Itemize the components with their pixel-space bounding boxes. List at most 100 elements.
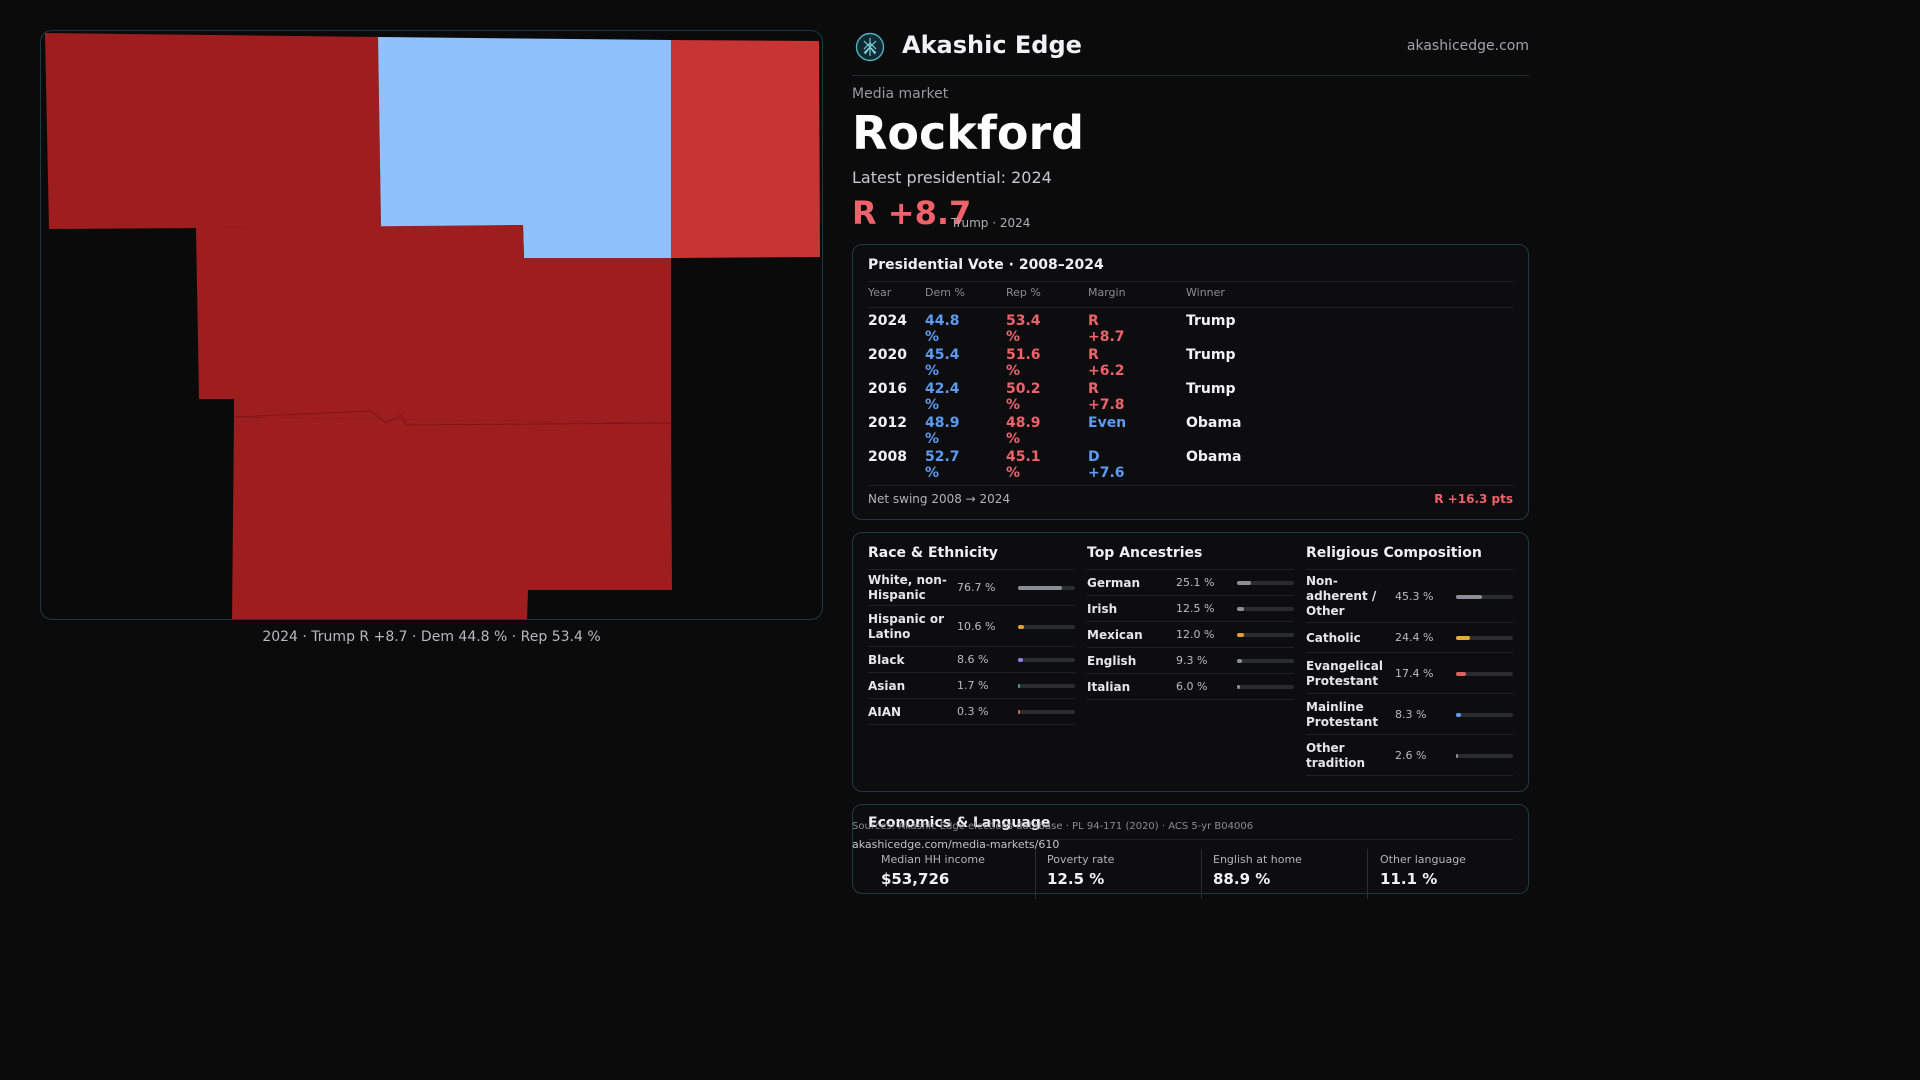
share-bar bbox=[1237, 633, 1294, 637]
col-header-year: Year bbox=[868, 286, 892, 299]
county-northwest[interactable] bbox=[45, 33, 381, 229]
share-bar bbox=[1456, 594, 1513, 599]
item-label: Catholic bbox=[1306, 630, 1361, 645]
share-bar bbox=[1237, 607, 1294, 611]
item-label: Black bbox=[868, 652, 905, 667]
item-label: Mexican bbox=[1087, 627, 1143, 642]
row-dem-pct: 45.4 % bbox=[925, 347, 960, 379]
item-value: 12.5 % bbox=[1176, 602, 1215, 615]
col-header-winner: Winner bbox=[1186, 286, 1225, 299]
item-label: Mainline Protestant bbox=[1306, 699, 1379, 729]
list-item: Other tradition 2.6 % bbox=[1306, 735, 1513, 776]
stat-english-at-home: English at home 88.9 % bbox=[1213, 853, 1365, 888]
list-item: Mexican 12.0 % bbox=[1087, 622, 1294, 648]
list-item: German 25.1 % bbox=[1087, 570, 1294, 596]
row-dem-pct: 48.9 % bbox=[925, 415, 960, 447]
stat-value: $53,726 bbox=[881, 870, 950, 888]
list-item: AIAN 0.3 % bbox=[868, 699, 1075, 725]
row-dem-pct: 44.8 % bbox=[925, 313, 960, 345]
row-margin: R +6.2 bbox=[1088, 347, 1125, 379]
item-value: 12.0 % bbox=[1176, 628, 1215, 641]
stat-other-language: Other language 11.1 % bbox=[1380, 853, 1532, 888]
share-bar-fill bbox=[1456, 712, 1461, 717]
presidential-card-title: Presidential Vote · 2008–2024 bbox=[868, 257, 1104, 273]
share-bar bbox=[1018, 684, 1075, 688]
sources-note: Sources: Akashic Edge elections database… bbox=[852, 821, 1254, 832]
item-value: 25.1 % bbox=[1176, 576, 1215, 589]
row-year: 2016 bbox=[868, 381, 907, 397]
row-year: 2012 bbox=[868, 415, 907, 431]
demographics-card: Race & Ethnicity White, non-Hispanic 76.7… bbox=[852, 532, 1529, 792]
stat-value: 12.5 % bbox=[1047, 870, 1105, 888]
stat-label: English at home bbox=[1213, 853, 1302, 866]
row-rep-pct: 48.9 % bbox=[1006, 415, 1041, 447]
share-bar-fill bbox=[1237, 581, 1252, 585]
col-header-rep: Rep % bbox=[1006, 286, 1041, 299]
share-bar bbox=[1018, 624, 1075, 629]
item-value: 10.6 % bbox=[957, 619, 996, 633]
item-label: Italian bbox=[1087, 679, 1131, 694]
tree-of-life-icon[interactable] bbox=[855, 32, 885, 62]
presidential-vote-card: Presidential Vote · 2008–2024 Year Dem %… bbox=[852, 244, 1529, 520]
list-item: White, non-Hispanic 76.7 % bbox=[868, 570, 1075, 606]
county-south[interactable] bbox=[232, 417, 672, 620]
share-bar bbox=[1237, 659, 1294, 663]
share-bar-fill bbox=[1237, 659, 1243, 663]
latest-margin: R +8.7 bbox=[852, 194, 972, 232]
row-rep-pct: 53.4 % bbox=[1006, 313, 1041, 345]
share-bar-fill bbox=[1237, 685, 1241, 689]
race-title: Race & Ethnicity bbox=[868, 545, 1075, 570]
share-bar bbox=[1456, 671, 1513, 676]
net-swing-value: R +16.3 pts bbox=[1434, 492, 1513, 506]
ancestry-title: Top Ancestries bbox=[1087, 545, 1294, 570]
permalink[interactable]: akashicedge.com/media-markets/610 bbox=[852, 838, 1060, 851]
row-winner: Trump bbox=[1186, 313, 1236, 329]
share-bar-fill bbox=[1018, 586, 1062, 590]
row-rep-pct: 51.6 % bbox=[1006, 347, 1041, 379]
list-item: Catholic 24.4 % bbox=[1306, 623, 1513, 653]
item-value: 9.3 % bbox=[1176, 654, 1208, 667]
item-value: 2.6 % bbox=[1395, 748, 1427, 762]
share-bar bbox=[1018, 658, 1075, 662]
share-bar-fill bbox=[1456, 753, 1458, 758]
row-margin: Even bbox=[1088, 415, 1127, 431]
site-link[interactable]: akashicedge.com bbox=[1406, 38, 1529, 54]
item-label: English bbox=[1087, 653, 1137, 668]
row-year: 2020 bbox=[868, 347, 907, 363]
col-header-dem: Dem % bbox=[925, 286, 965, 299]
list-item: English 9.3 % bbox=[1087, 648, 1294, 674]
religion-column: Religious Composition Non-adherent / Oth… bbox=[1306, 545, 1513, 776]
economics-title: Economics & Language bbox=[868, 815, 1051, 831]
map-caption: 2024 · Trump R +8.7 · Dem 44.8 % · Rep 5… bbox=[262, 629, 601, 645]
item-value: 1.7 % bbox=[957, 679, 989, 692]
list-item: Non-adherent / Other 45.3 % bbox=[1306, 570, 1513, 623]
ancestry-column: Top Ancestries German 25.1 % Irish 12.5 % Me… bbox=[1087, 545, 1294, 700]
religion-title: Religious Composition bbox=[1306, 545, 1513, 570]
item-value: 76.7 % bbox=[957, 581, 996, 594]
county-northeast[interactable] bbox=[671, 40, 820, 258]
col-header-margin: Margin bbox=[1088, 286, 1126, 299]
share-bar-fill bbox=[1018, 684, 1020, 688]
share-bar bbox=[1018, 710, 1075, 714]
row-year: 2024 bbox=[868, 313, 907, 329]
stat-label: Other language bbox=[1380, 853, 1466, 866]
item-label: Asian bbox=[868, 678, 906, 693]
brand-name[interactable]: Akashic Edge bbox=[902, 31, 1082, 59]
list-item: Asian 1.7 % bbox=[868, 673, 1075, 699]
list-item: Italian 6.0 % bbox=[1087, 674, 1294, 700]
county-north-central[interactable] bbox=[378, 37, 671, 258]
share-bar bbox=[1456, 712, 1513, 717]
county-central[interactable] bbox=[196, 225, 671, 423]
share-bar bbox=[1456, 636, 1513, 640]
page-title: Rockford bbox=[852, 106, 1085, 160]
share-bar-fill bbox=[1456, 636, 1470, 640]
stat-label: Poverty rate bbox=[1047, 853, 1115, 866]
item-label: Hispanic or Latino bbox=[868, 611, 945, 641]
share-bar bbox=[1237, 685, 1294, 689]
item-label: Evangelical Protestant bbox=[1306, 658, 1383, 688]
list-item: Mainline Protestant 8.3 % bbox=[1306, 694, 1513, 735]
market-map[interactable] bbox=[40, 30, 823, 620]
item-label: AIAN bbox=[868, 704, 902, 719]
stat-median-income: Median HH income $53,726 bbox=[881, 853, 1033, 888]
list-item: Irish 12.5 % bbox=[1087, 596, 1294, 622]
